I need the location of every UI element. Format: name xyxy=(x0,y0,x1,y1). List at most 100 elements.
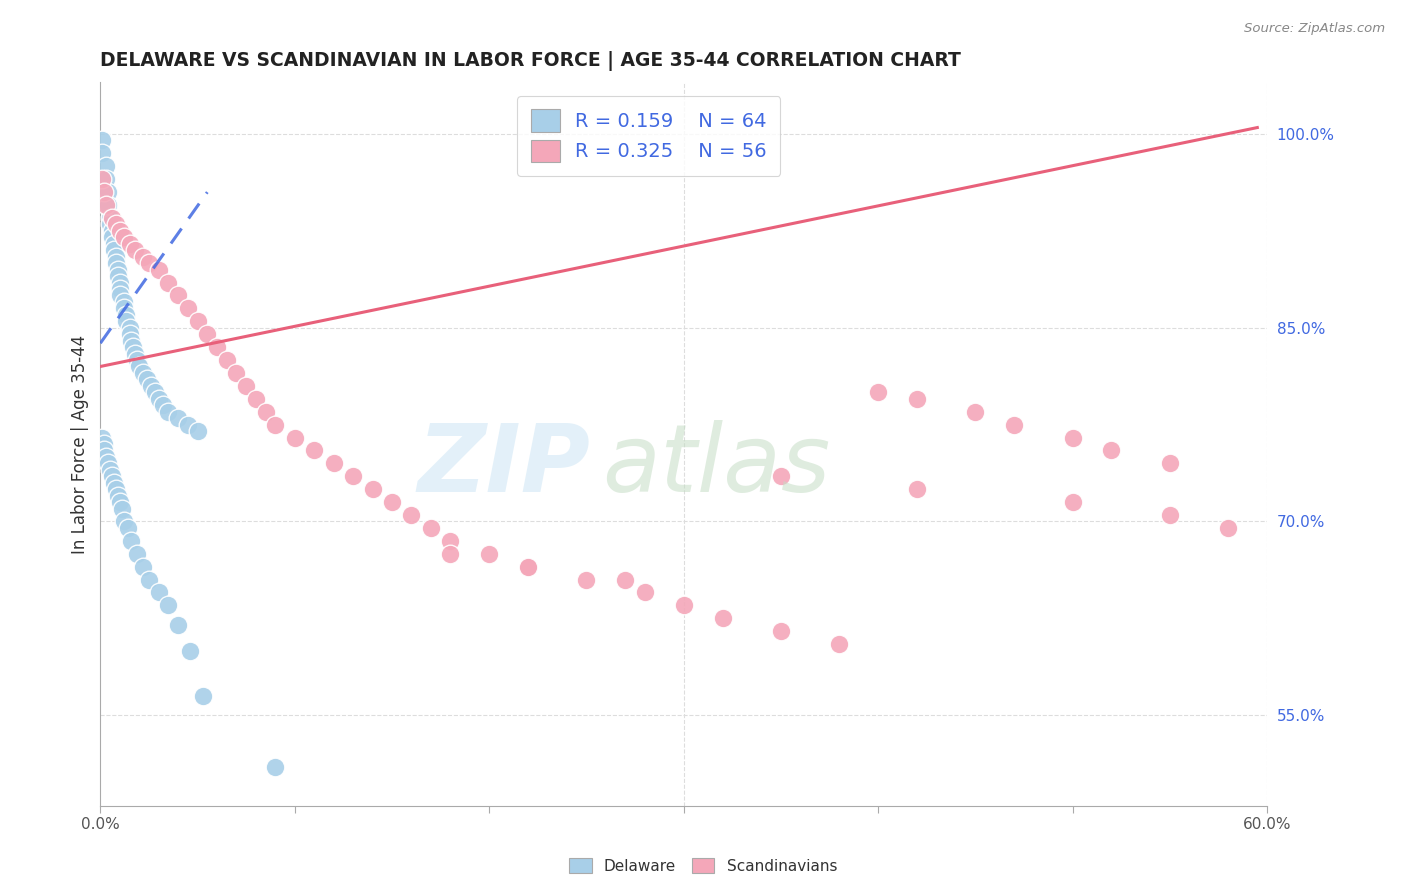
Point xyxy=(304,443,326,458)
Point xyxy=(122,340,145,354)
Text: ZIP: ZIP xyxy=(418,419,591,512)
Point xyxy=(104,482,127,496)
Point xyxy=(91,146,114,161)
Point xyxy=(205,340,228,354)
Legend: R = 0.159    N = 64, R = 0.325    N = 56: R = 0.159 N = 64, R = 0.325 N = 56 xyxy=(517,95,780,176)
Point xyxy=(104,250,127,264)
Point xyxy=(187,314,209,328)
Point xyxy=(517,559,540,574)
Point xyxy=(187,424,209,438)
Point xyxy=(103,236,125,251)
Point xyxy=(401,508,423,522)
Point xyxy=(419,521,441,535)
Point xyxy=(91,172,114,186)
Point xyxy=(868,385,890,400)
Point xyxy=(148,392,170,406)
Point xyxy=(342,469,364,483)
Point xyxy=(96,172,118,186)
Point xyxy=(108,282,131,296)
Point xyxy=(157,276,180,290)
Point xyxy=(101,224,124,238)
Text: atlas: atlas xyxy=(602,420,831,511)
Y-axis label: In Labor Force | Age 35-44: In Labor Force | Age 35-44 xyxy=(72,334,89,554)
Point xyxy=(101,211,124,225)
Point xyxy=(177,417,200,432)
Point xyxy=(245,392,267,406)
Point xyxy=(264,417,287,432)
Point xyxy=(167,411,190,425)
Point xyxy=(143,385,166,400)
Point xyxy=(112,515,135,529)
Point xyxy=(905,482,928,496)
Point xyxy=(284,430,307,444)
Point xyxy=(93,185,115,199)
Point xyxy=(769,624,792,639)
Point xyxy=(138,256,160,270)
Point xyxy=(96,450,118,464)
Point xyxy=(1101,443,1123,458)
Point xyxy=(235,379,257,393)
Point xyxy=(215,353,238,368)
Point xyxy=(1062,430,1084,444)
Point xyxy=(98,218,121,232)
Point xyxy=(225,366,247,380)
Point xyxy=(91,430,114,444)
Point xyxy=(132,366,155,380)
Text: Source: ZipAtlas.com: Source: ZipAtlas.com xyxy=(1244,22,1385,36)
Point xyxy=(96,159,118,173)
Point xyxy=(1159,508,1181,522)
Point xyxy=(152,398,174,412)
Point xyxy=(1002,417,1025,432)
Point xyxy=(114,314,136,328)
Point xyxy=(167,288,190,302)
Point xyxy=(108,276,131,290)
Point xyxy=(136,372,159,386)
Point xyxy=(104,218,127,232)
Point xyxy=(101,230,124,244)
Point xyxy=(148,262,170,277)
Point xyxy=(97,198,120,212)
Point xyxy=(124,244,146,258)
Point xyxy=(98,463,121,477)
Point xyxy=(264,760,287,774)
Point xyxy=(167,617,190,632)
Point xyxy=(965,405,987,419)
Point xyxy=(575,573,598,587)
Point xyxy=(112,294,135,309)
Point xyxy=(118,327,141,342)
Point xyxy=(118,236,141,251)
Point xyxy=(128,359,150,374)
Point xyxy=(107,268,129,283)
Point xyxy=(127,353,149,368)
Point xyxy=(138,573,160,587)
Point xyxy=(108,288,131,302)
Point xyxy=(478,547,501,561)
Point xyxy=(195,327,218,342)
Point xyxy=(1218,521,1240,535)
Point xyxy=(1062,495,1084,509)
Point xyxy=(124,346,146,360)
Point xyxy=(96,198,118,212)
Point xyxy=(254,405,277,419)
Point xyxy=(139,379,162,393)
Point xyxy=(1159,456,1181,470)
Point xyxy=(118,320,141,334)
Point xyxy=(177,301,200,316)
Point xyxy=(614,573,637,587)
Point xyxy=(93,443,115,458)
Point xyxy=(103,475,125,490)
Point xyxy=(439,547,461,561)
Point xyxy=(905,392,928,406)
Point xyxy=(322,456,344,470)
Point xyxy=(769,469,792,483)
Point xyxy=(361,482,384,496)
Point xyxy=(112,301,135,316)
Point xyxy=(439,533,461,548)
Point xyxy=(108,495,131,509)
Legend: Delaware, Scandinavians: Delaware, Scandinavians xyxy=(562,852,844,880)
Point xyxy=(121,334,143,348)
Point xyxy=(127,547,149,561)
Point xyxy=(672,599,695,613)
Point xyxy=(132,559,155,574)
Point xyxy=(101,469,124,483)
